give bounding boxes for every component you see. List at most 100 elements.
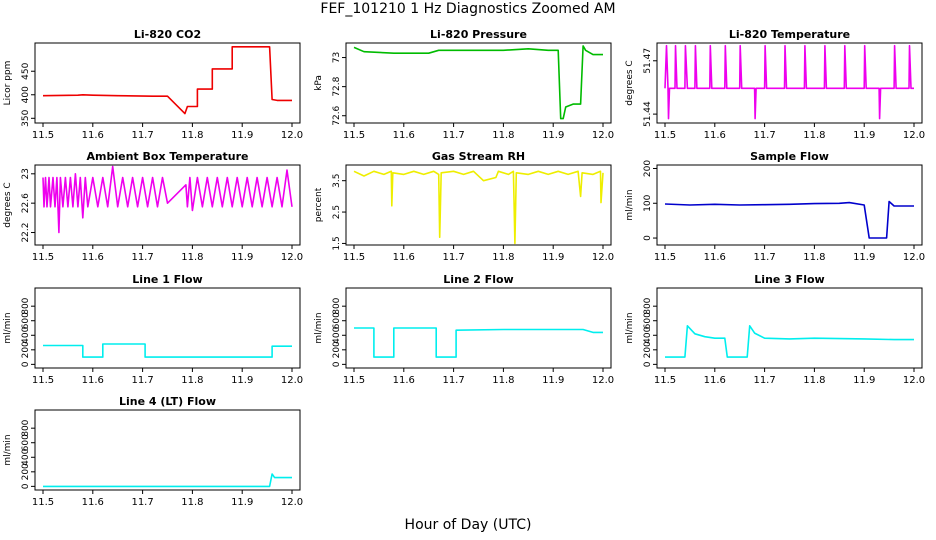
figure-title: FEF_101210 1 Hz Diagnostics Zoomed AM [320, 1, 616, 17]
x-tick-label: 11.5 [654, 375, 676, 386]
x-tick-label: 11.7 [442, 252, 464, 263]
x-tick-label: 11.9 [542, 130, 564, 141]
x-tick-label: 11.7 [131, 252, 153, 263]
x-tick-label: 12.0 [592, 130, 614, 141]
y-tick-label: 0 [643, 361, 653, 367]
x-tick-label: 11.9 [853, 375, 875, 386]
series-line [354, 327, 603, 358]
panel-title: Li-820 CO2 [134, 28, 201, 41]
x-tick-label: 11.6 [393, 375, 415, 386]
series-line [353, 170, 604, 245]
y-axis-label: degrees C [3, 182, 13, 227]
x-tick-label: 11.6 [82, 130, 104, 141]
x-tick-label: 11.7 [753, 130, 775, 141]
x-tick-label: 11.6 [393, 252, 415, 263]
y-axis-label: ml/min [3, 434, 13, 465]
y-tick-label: 350 [21, 109, 31, 126]
x-tick-label: 11.5 [32, 130, 54, 141]
x-tick-label: 12.0 [281, 375, 303, 386]
x-tick-label: 12.0 [903, 375, 925, 386]
x-tick-label: 11.8 [181, 130, 203, 141]
plot-frame [345, 42, 612, 124]
y-tick-label: 800 [332, 297, 342, 314]
y-tick-label: 73 [332, 52, 342, 63]
y-tick-label: 600 [21, 434, 31, 451]
series-line [353, 45, 603, 120]
y-tick-label: 200 [643, 341, 653, 358]
x-tick-label: 11.8 [181, 252, 203, 263]
x-tick-label: 11.6 [704, 375, 726, 386]
plot-frame [656, 42, 923, 124]
y-tick-label: 0 [332, 361, 342, 367]
x-tick-label: 12.0 [281, 252, 303, 263]
x-tick-label: 11.9 [231, 375, 253, 386]
plot-frame [345, 287, 612, 369]
panel-8: Line 2 Flow 11.5 11.6 11.7 11.8 11.9 12.0 0 2004… [314, 273, 614, 386]
y-tick-label: 100 [643, 194, 653, 211]
y-tick-label: 600 [21, 312, 31, 329]
x-tick-label: 11.7 [131, 375, 153, 386]
y-tick-label: 0 [21, 483, 31, 489]
y-tick-label: 800 [643, 297, 653, 314]
x-tick-label: 11.7 [131, 130, 153, 141]
x-tick-label: 11.8 [803, 375, 825, 386]
x-tick-label: 11.5 [343, 130, 365, 141]
y-axis-label: percent [314, 187, 324, 222]
y-tick-label: 400 [21, 86, 31, 103]
y-tick-label: 200 [21, 341, 31, 358]
x-tick-label: 11.6 [82, 497, 104, 508]
y-tick-label: 22.6 [21, 193, 31, 213]
x-tick-label: 11.8 [492, 252, 514, 263]
y-tick-label: 1.5 [332, 236, 342, 250]
x-tick-label: 11.7 [753, 375, 775, 386]
y-tick-label: 600 [332, 312, 342, 329]
panel-title: Line 1 Flow [132, 273, 202, 286]
y-tick-label: 450 [21, 62, 31, 79]
x-tick-label: 12.0 [281, 130, 303, 141]
x-tick-label: 11.7 [442, 375, 464, 386]
x-tick-label: 12.0 [281, 497, 303, 508]
panel-title: Ambient Box Temperature [87, 150, 249, 163]
x-tick-label: 12.0 [903, 252, 925, 263]
panel-title: Line 3 Flow [754, 273, 824, 286]
plot-frame [656, 164, 923, 246]
x-tick-label: 11.5 [654, 130, 676, 141]
plot-frame [34, 409, 301, 491]
panel-3: Li-820 Temperature 11.5 11.6 11.7 11.8 11.9 12… [625, 28, 925, 141]
y-axis-label: Licor ppm [3, 61, 13, 106]
panel-6: Sample Flow 11.5 11.6 11.7 11.8 11.9 12.0 0 100 2… [625, 150, 925, 263]
y-tick-label: 0 [21, 361, 31, 367]
x-tick-label: 11.6 [704, 252, 726, 263]
y-axis-label: degrees C [625, 60, 635, 105]
panel-2: Li-820 Pressure 11.5 11.6 11.7 11.8 11.9 12.0 7… [314, 28, 614, 141]
panel-title: Line 2 Flow [443, 273, 513, 286]
series-line [42, 165, 293, 234]
y-tick-label: 200 [21, 463, 31, 480]
y-tick-label: 400 [21, 326, 31, 343]
x-tick-label: 11.5 [32, 497, 54, 508]
x-tick-label: 11.6 [82, 252, 104, 263]
y-axis-label: ml/min [625, 312, 635, 343]
x-tick-label: 11.5 [343, 252, 365, 263]
y-tick-label: 200 [643, 160, 653, 177]
panel-5: Gas Stream RH 11.5 11.6 11.7 11.8 11.9 12.0 1.5… [314, 150, 614, 263]
x-tick-label: 11.6 [393, 130, 415, 141]
y-tick-label: 2.5 [332, 205, 342, 219]
panel-title: Line 4 (LT) Flow [119, 395, 216, 408]
panel-10: Line 4 (LT) Flow 11.5 11.6 11.7 11.8 11.9 12.0… [3, 395, 303, 508]
y-tick-label: 51.47 [643, 48, 653, 74]
x-tick-label: 11.5 [32, 252, 54, 263]
x-tick-label: 12.0 [592, 375, 614, 386]
x-tick-label: 11.8 [181, 375, 203, 386]
x-tick-label: 11.5 [32, 375, 54, 386]
series-line [42, 45, 292, 115]
x-tick-label: 11.9 [231, 497, 253, 508]
plot-frame [34, 164, 301, 246]
plot-frame [345, 164, 612, 246]
x-tick-label: 11.9 [542, 375, 564, 386]
y-tick-label: 72.6 [332, 105, 342, 125]
y-tick-label: 800 [21, 297, 31, 314]
plot-frame [34, 287, 301, 369]
x-tick-label: 11.8 [492, 375, 514, 386]
